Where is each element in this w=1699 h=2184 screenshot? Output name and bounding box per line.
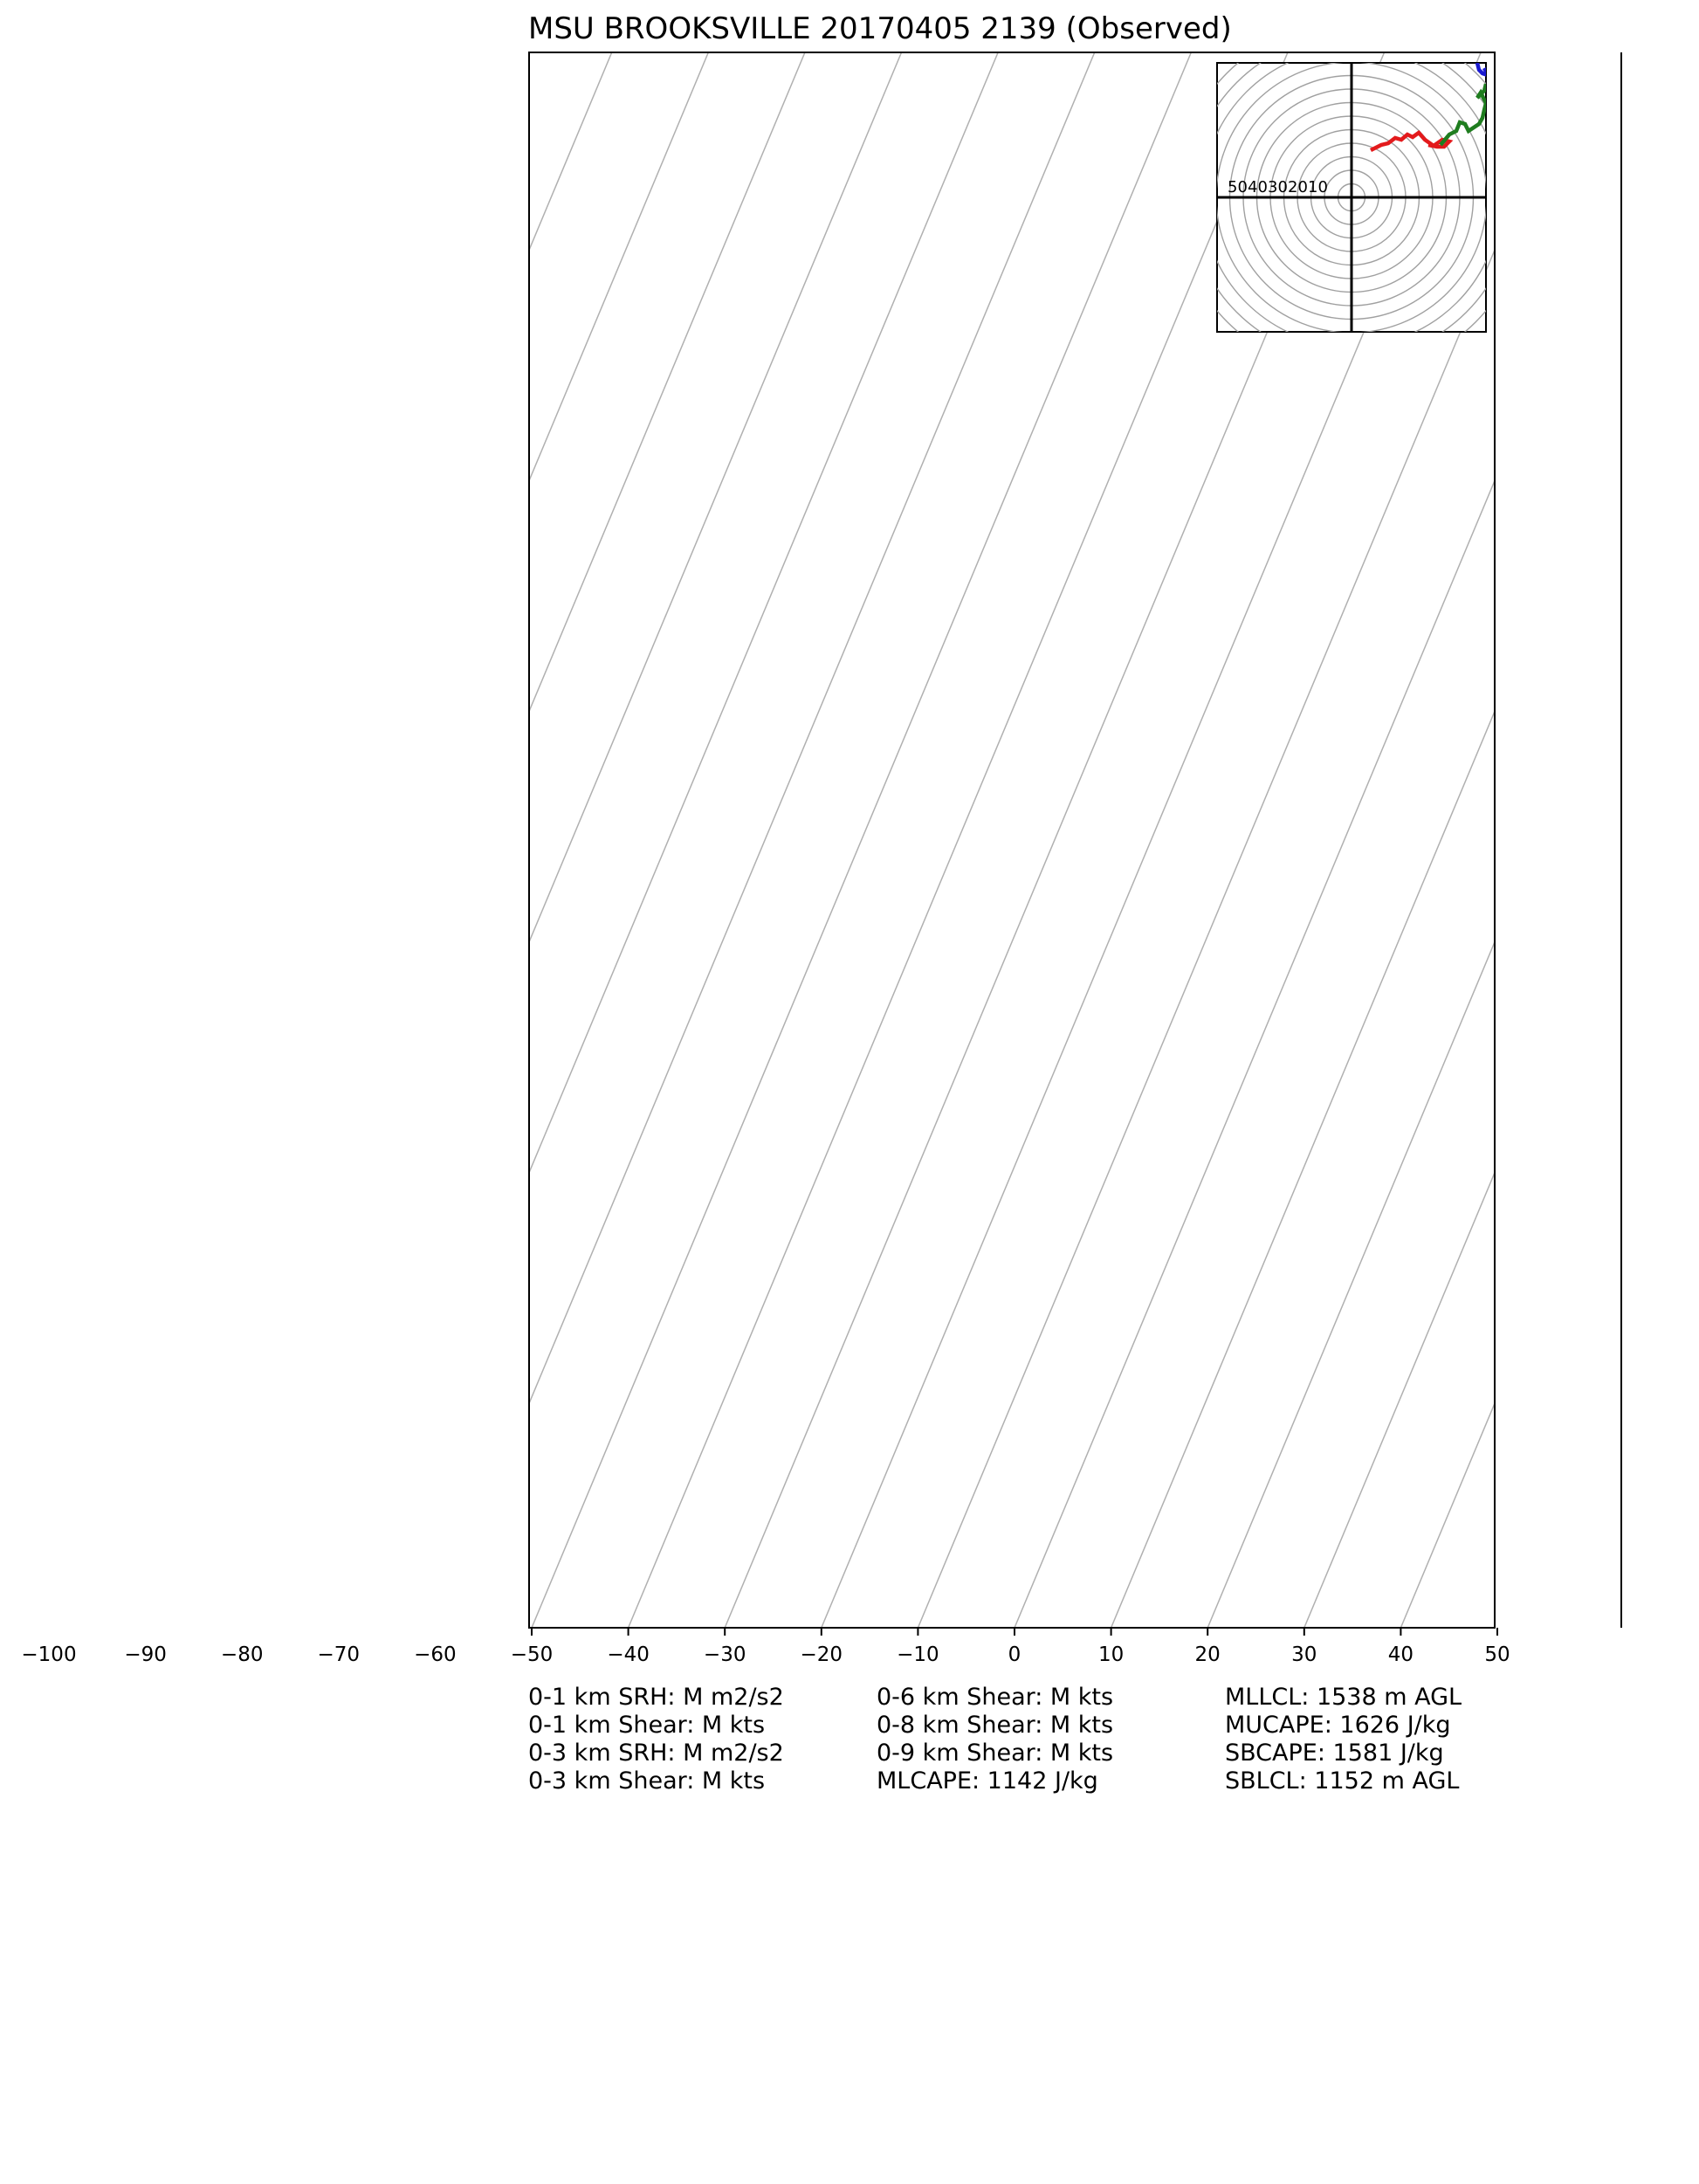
x-tick-label: −100	[21, 1643, 76, 1666]
isotherm--40	[627, 52, 1289, 1628]
isotherm-0	[1014, 479, 1495, 1628]
x-tick-label: 20	[1195, 1643, 1221, 1666]
isotherm--120	[0, 52, 515, 1628]
stat-shear-0-9: 0-9 km Shear: M kts	[877, 1740, 1114, 1767]
temperature-axis: −100 −90 −80 −70 −60 −50 −40 −30 −20 −10 0 10 20 30 40…	[21, 1628, 1510, 1666]
x-tick-label: −80	[221, 1643, 264, 1666]
x-tick-label: 30	[1291, 1643, 1317, 1666]
stat-sblcl: SBLCL: 1152 m AGL	[1225, 1767, 1460, 1795]
hodograph-ring-label: 20	[1288, 178, 1308, 196]
stat-mlcape: MLCAPE: 1142 J/kg	[877, 1767, 1098, 1795]
isotherm-60	[1594, 52, 1699, 1628]
x-tick-label: 40	[1388, 1643, 1414, 1666]
hodograph-ring-label: 50	[1228, 178, 1248, 196]
stat-mucape: MUCAPE: 1626 J/kg	[1225, 1712, 1451, 1739]
hodograph-trace-0	[1369, 129, 1454, 153]
x-tick-label: −40	[607, 1643, 650, 1666]
x-tick-label: −90	[124, 1643, 167, 1666]
stat-shear-0-6: 0-6 km Shear: M kts	[877, 1684, 1114, 1711]
isotherm--140	[0, 52, 322, 1628]
x-tick-label: −30	[704, 1643, 746, 1666]
hodograph-ring-label: 10	[1308, 178, 1328, 196]
x-tick-label: 0	[1008, 1643, 1021, 1666]
stat-srh-0-1: 0-1 km SRH: M m2/s2	[528, 1684, 784, 1711]
stat-shear-0-1: 0-1 km Shear: M kts	[528, 1712, 766, 1739]
hodograph-inset: 50 40 30 20 10	[1216, 62, 1487, 333]
isotherm--110	[529, 52, 613, 252]
isotherm--150	[0, 52, 225, 1628]
x-tick-label: 50	[1484, 1643, 1510, 1666]
isotherm--70	[529, 52, 999, 1175]
stats-column-1: 0-1 km SRH: M m2/s2 0-1 km Shear: M kts …	[528, 1684, 784, 1795]
stat-sbcape: SBCAPE: 1581 J/kg	[1225, 1740, 1444, 1767]
grid-lines	[0, 52, 1699, 1628]
wind-barbs	[1620, 52, 1622, 1628]
isotherm--60	[529, 52, 1096, 1405]
x-tick-label: −70	[318, 1643, 361, 1666]
hodograph-ring-label: 30	[1268, 178, 1288, 196]
chart-title: MSU BROOKSVILLE 20170405 2139 (Observed)	[528, 11, 1232, 46]
hodograph-trace-2	[1475, 63, 1486, 77]
plot-frame	[528, 52, 1496, 1629]
stat-srh-0-3: 0-3 km SRH: M m2/s2	[528, 1740, 784, 1767]
stats-column-3: MLLCL: 1538 m AGL MUCAPE: 1626 J/kg SBCA…	[1225, 1684, 1462, 1795]
isotherm-20	[1207, 940, 1495, 1628]
x-tick-label: −20	[801, 1643, 843, 1666]
stat-mllcl: MLLCL: 1538 m AGL	[1225, 1684, 1462, 1711]
isotherm-30	[1303, 1170, 1495, 1628]
isotherm--90	[529, 52, 806, 713]
isotherm--50	[531, 52, 1193, 1628]
x-tick-label: −50	[511, 1643, 554, 1666]
isotherm-10	[1110, 709, 1495, 1628]
hodograph-trace-1	[1439, 83, 1486, 147]
isotherm-50	[1497, 52, 1699, 1628]
isotherm--160	[0, 52, 129, 1628]
x-tick-label: 10	[1098, 1643, 1124, 1666]
x-tick-label: −60	[414, 1643, 457, 1666]
isotherm--130	[0, 52, 419, 1628]
x-tick-label: −10	[897, 1643, 939, 1666]
isotherm--80	[529, 52, 903, 944]
isotherm--100	[529, 52, 710, 483]
stats-column-2: 0-6 km Shear: M kts 0-8 km Shear: M kts …	[877, 1684, 1113, 1795]
stat-shear-0-3: 0-3 km Shear: M kts	[528, 1767, 766, 1795]
stat-shear-0-8: 0-8 km Shear: M kts	[877, 1712, 1114, 1739]
hodograph-ring-label: 40	[1248, 178, 1268, 196]
